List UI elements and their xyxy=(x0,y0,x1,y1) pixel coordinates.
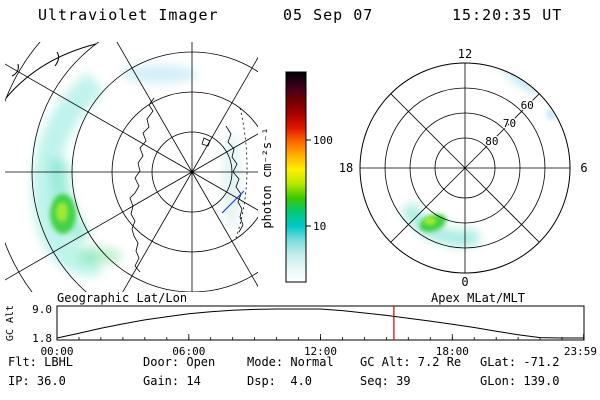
date-label: 05 Sep 07 xyxy=(283,6,374,24)
status-gain: Gain: 14 xyxy=(143,374,201,388)
status-gcalt: GC Alt: 7.2 Re xyxy=(360,355,462,369)
mlat-ring-label-80: 80 xyxy=(485,135,498,148)
panel-caption-apex: Apex MLat/MLT xyxy=(431,291,525,305)
strip-x-tick-label: 06:00 xyxy=(172,345,205,358)
mlt-label-18: 18 xyxy=(339,161,353,175)
time-label: 15:20:35 UT xyxy=(452,6,563,24)
strip-axis-ticks xyxy=(56,334,584,340)
status-ip: IP: 36.0 xyxy=(8,374,66,388)
strip-x-tick-label: 12:00 xyxy=(304,345,337,358)
gc-alt-curve xyxy=(56,308,584,339)
colorbar-label: photon cm⁻²s⁻¹ xyxy=(260,127,274,228)
y-tick-label-top: 9.0 xyxy=(32,303,52,316)
colorbar-tick-label-10: 10 xyxy=(313,220,326,233)
panel-caption-geographic: Geographic Lat/Lon xyxy=(57,291,188,305)
status-mode: Mode: Normal xyxy=(247,355,334,369)
status-dsp: Dsp: 4.0 xyxy=(247,374,313,388)
polar-panel: 12 18 6 0 80 70 60 xyxy=(339,47,588,289)
mlt-label-12: 12 xyxy=(458,47,472,61)
polar-grid xyxy=(359,62,571,274)
gc-alt-strip-chart: 9.0 1.8 GC Alt 00:00 06:00 12:00 18:00 2… xyxy=(5,303,597,358)
strip-x-tick-label: 00:00 xyxy=(40,345,73,358)
geographic-panel xyxy=(5,42,258,292)
mlt-label-6: 6 xyxy=(580,161,587,175)
strip-x-tick-label: 23:59 xyxy=(564,345,597,358)
y-tick-label-bottom: 1.8 xyxy=(32,332,52,345)
status-glat: GLat: -71.2 xyxy=(480,355,560,369)
aurora-emission-geographic xyxy=(32,65,241,276)
colorbar-gradient xyxy=(285,71,307,283)
status-seq: Seq: 39 xyxy=(360,374,411,388)
status-flt: Flt: LBHL xyxy=(8,355,74,369)
mlat-ring-label-60: 60 xyxy=(521,99,534,112)
status-glon: GLon: 139.0 xyxy=(480,374,560,388)
status-door: Door: Open xyxy=(143,355,216,369)
orbit-track-segment xyxy=(221,190,245,214)
colorbar-tick-label-100: 100 xyxy=(313,134,333,147)
strip-x-tick-label: 18:00 xyxy=(436,345,469,358)
mlt-label-0: 0 xyxy=(461,275,468,289)
aurora-emission-polar xyxy=(400,64,558,247)
mlat-ring-label-70: 70 xyxy=(503,117,516,130)
earth-limb-arc xyxy=(5,43,97,99)
coastlines xyxy=(129,97,248,273)
app-title: Ultraviolet Imager xyxy=(38,6,219,24)
y-axis-label: GC Alt xyxy=(5,305,16,341)
colorbar: 100 10 photon cm⁻²s⁻¹ xyxy=(260,71,333,283)
